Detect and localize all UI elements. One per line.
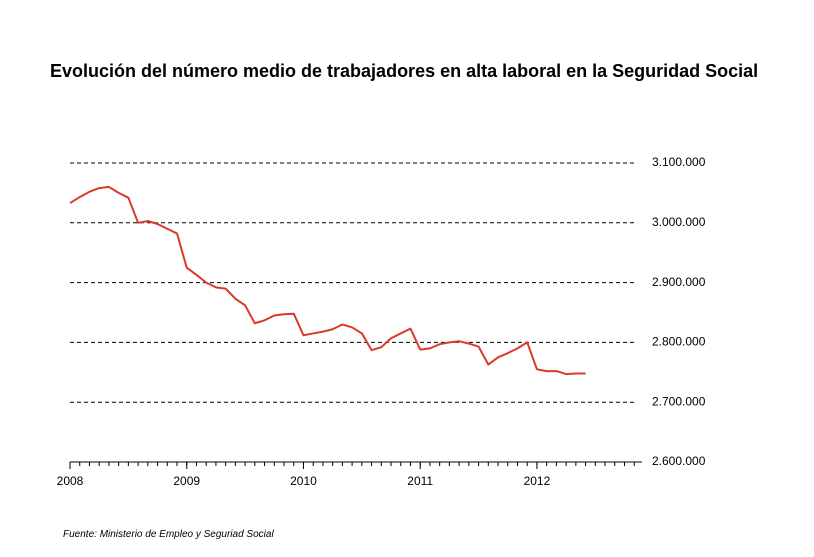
chart-title: Evolución del número medio de trabajador… xyxy=(50,61,759,81)
y-tick-label: 3.100.000 xyxy=(652,155,706,169)
source-note: Fuente: Ministerio de Empleo y Seguriad … xyxy=(63,529,274,540)
x-tick-label: 2010 xyxy=(290,474,317,488)
data-line xyxy=(69,185,586,376)
y-tick-label: 2.700.000 xyxy=(652,394,706,408)
x-tick-label: 2011 xyxy=(407,474,433,488)
x-tick-label: 2012 xyxy=(524,474,551,488)
y-tick-label: 2.800.000 xyxy=(652,335,706,349)
x-tick-label: 2009 xyxy=(173,474,200,488)
y-tick-label: 3.000.000 xyxy=(652,215,706,229)
y-tick-label: 2.600.000 xyxy=(652,454,706,468)
x-tick-label: 2008 xyxy=(57,474,84,488)
y-tick-label: 2.900.000 xyxy=(652,275,706,289)
